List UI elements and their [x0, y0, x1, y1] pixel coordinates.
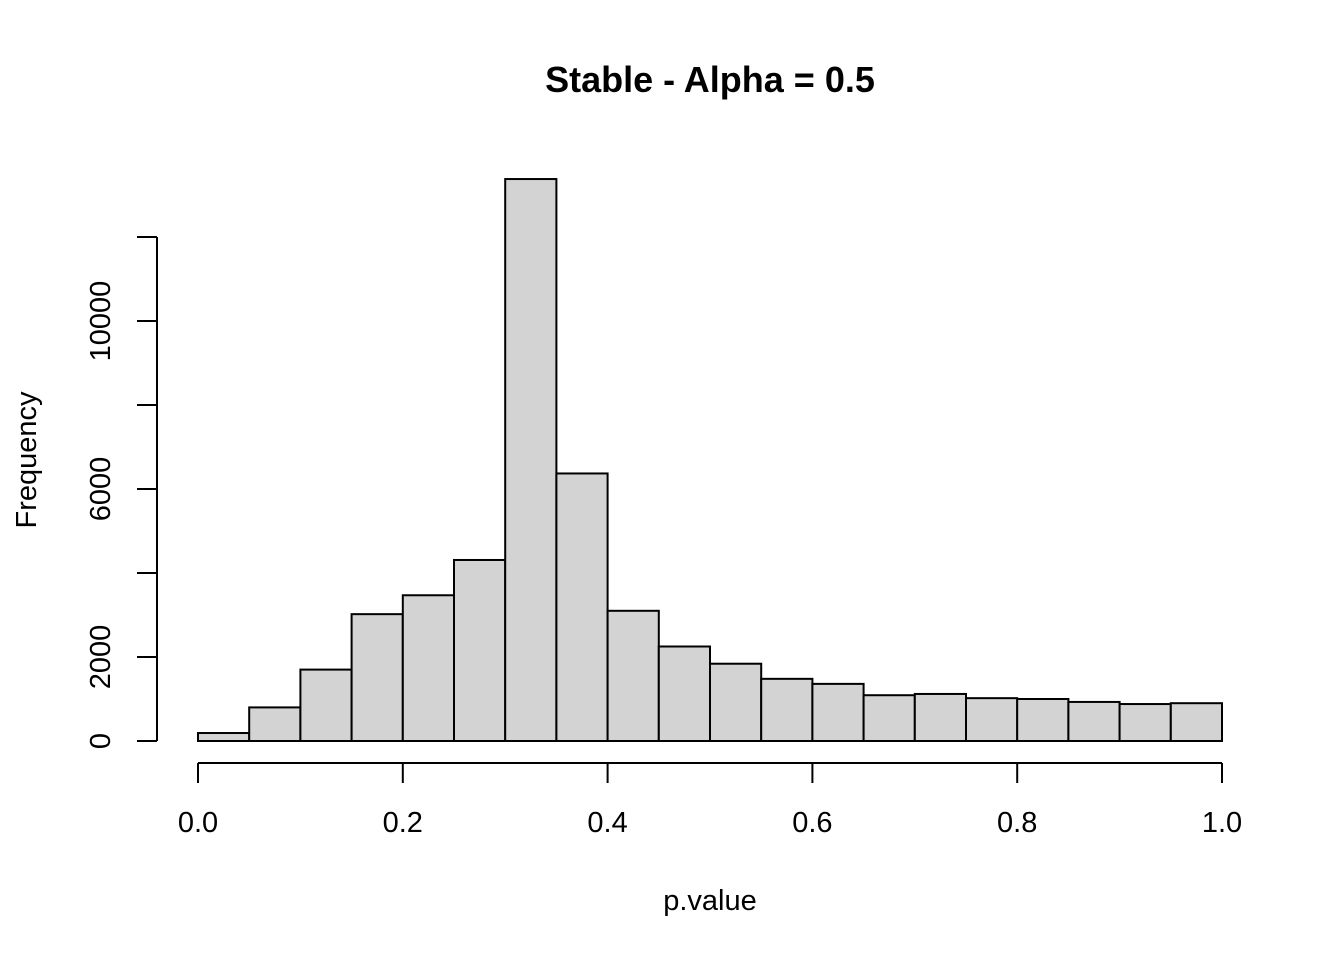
x-tick-label: 0.4 — [587, 807, 627, 839]
y-axis: 0 2000 6000 10000 — [85, 236, 158, 749]
histogram-bar — [401, 594, 455, 743]
histogram-bar — [965, 697, 1019, 742]
histogram-bar — [606, 609, 660, 742]
histogram-bar — [760, 677, 814, 743]
histogram-bar — [1169, 702, 1224, 743]
x-tick-label: 0.8 — [997, 807, 1037, 839]
bars-group — [197, 178, 1224, 743]
histogram-bar — [555, 472, 609, 742]
x-axis: 0.0 0.2 0.4 0.6 0.8 1.0 — [178, 762, 1242, 839]
histogram-bar — [657, 645, 711, 742]
histogram-bar — [862, 694, 916, 742]
x-tick-label: 1.0 — [1202, 807, 1242, 839]
y-tick-label: 6000 — [85, 457, 117, 522]
y-tick-label: 2000 — [85, 625, 117, 690]
x-tick-label: 0.6 — [792, 807, 832, 839]
histogram-bar — [350, 613, 404, 742]
histogram-bar — [453, 558, 507, 742]
x-tick-label: 0.0 — [178, 807, 218, 839]
histogram-bar — [1016, 698, 1070, 742]
histogram-bar — [1118, 703, 1172, 742]
histogram-bar — [248, 706, 302, 743]
histogram-bar — [709, 662, 763, 742]
y-axis-label: Frequency — [11, 391, 43, 529]
x-axis-label: p.value — [663, 885, 757, 917]
x-tick-label: 0.2 — [383, 807, 423, 839]
histogram-bar — [504, 178, 558, 743]
histogram-bar — [197, 732, 251, 743]
y-tick-label: 0 — [85, 733, 117, 749]
y-tick-label: 10000 — [85, 281, 117, 362]
histogram-bar — [811, 682, 865, 743]
histogram-bar — [1067, 700, 1121, 743]
histogram-bar — [913, 692, 967, 743]
histogram-bar — [299, 668, 353, 742]
chart-title: Stable - Alpha = 0.5 — [545, 59, 875, 100]
